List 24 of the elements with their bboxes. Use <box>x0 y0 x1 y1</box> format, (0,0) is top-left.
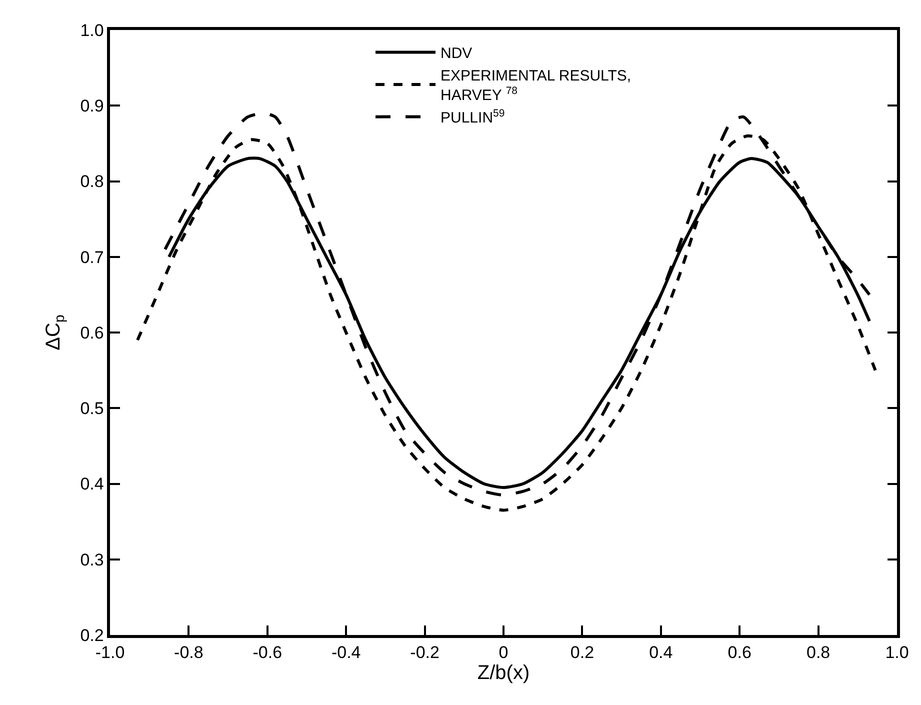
x-tick-label: 0.2 <box>570 643 594 662</box>
x-tick-label: -1.0 <box>95 643 125 662</box>
y-tick-label: 0.4 <box>80 474 104 494</box>
x-tick-label: -0.2 <box>410 643 440 662</box>
legend-label: NDV <box>440 45 472 62</box>
y-tick-label: 0.9 <box>80 96 104 116</box>
x-tick-label: 0 <box>498 643 508 662</box>
y-tick-label: 0.2 <box>80 626 104 645</box>
legend-label: EXPERIMENTAL RESULTS, HARVEY $^{78}$ <box>440 68 632 104</box>
y-tick-label: 0.8 <box>80 172 104 192</box>
x-tick-label: -0.4 <box>331 643 361 662</box>
y-tick-label: 0.7 <box>80 248 104 267</box>
y-tick-label: 0.5 <box>80 399 104 418</box>
x-tick-label: 1.0 <box>885 643 909 662</box>
x-tick-label: -0.6 <box>252 643 282 662</box>
y-tick-label: 0.6 <box>80 323 104 342</box>
x-tick-label: -0.8 <box>174 643 204 662</box>
x-tick-label: 0.6 <box>728 643 752 662</box>
legend-label: PULLIN$^{59}$ <box>440 107 505 127</box>
x-axis-title: Z/b(x) <box>477 662 530 684</box>
y-tick-label: 1.0 <box>80 20 104 40</box>
x-tick-label: 0.4 <box>649 643 673 662</box>
y-tick-label: 0.3 <box>80 550 104 570</box>
x-tick-label: 0.8 <box>806 643 830 662</box>
